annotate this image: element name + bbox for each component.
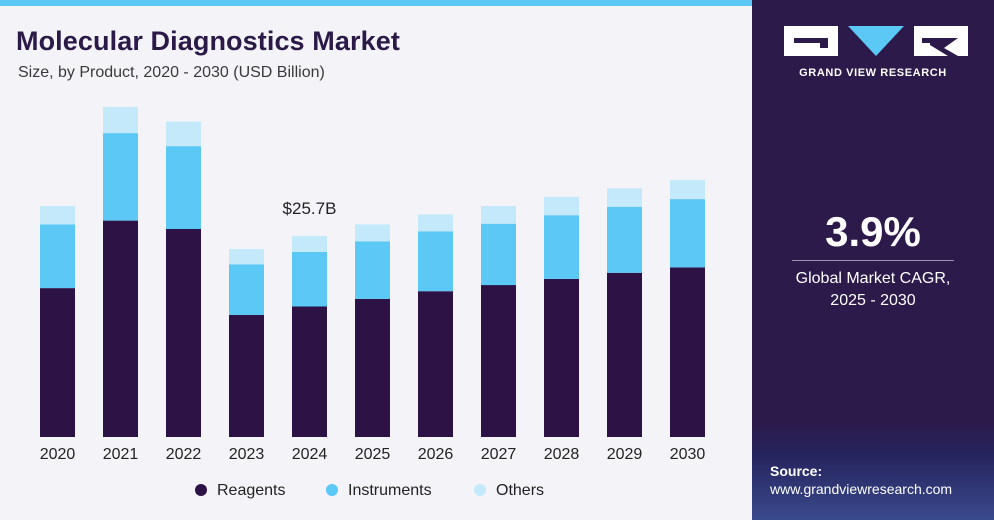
bar-reagents-2029 [607,272,642,437]
bar-reagents-2023 [229,315,264,437]
bar-others-2021 [103,107,138,134]
bar-instruments-2020 [40,224,75,289]
bar-instruments-2027 [481,223,516,286]
x-tick-label-2029: 2029 [607,446,643,463]
x-tick-label-2022: 2022 [166,446,202,463]
x-tick-label-2020: 2020 [40,446,76,463]
legend-label-others: Others [496,482,544,499]
bar-instruments-2021 [103,133,138,221]
x-tick-label-2026: 2026 [418,446,454,463]
bar-instruments-2029 [607,206,642,273]
x-tick-label-2021: 2021 [103,446,139,463]
bar-others-2022 [166,121,201,147]
bar-others-2025 [355,224,390,242]
bar-others-2028 [544,196,579,216]
x-tick-label-2030: 2030 [670,446,706,463]
stacked-bar-chart: 2020 2021 2022 2023 2024 $25.7B 2025 2026 2027 20… [40,107,706,499]
x-tick-label-2028: 2028 [544,446,580,463]
x-tick-label-2025: 2025 [355,446,391,463]
bar-reagents-2020 [40,288,75,437]
cagr-label-line-2: 2025 - 2030 [830,292,916,309]
brand-name: GRAND VIEW RESEARCH [799,67,947,79]
top-accent-bar [0,0,752,6]
bar-instruments-2026 [418,231,453,292]
bar-others-2024 [292,235,327,252]
x-tick-label-2027: 2027 [481,446,517,463]
source-label: Source: [770,463,823,479]
cagr-label-line-1: Global Market CAGR, [795,270,951,287]
value-annotation-2024: $25.7B [283,199,337,218]
sidebar: GRAND VIEW RESEARCH 3.9% Global Market C… [752,0,994,520]
bar-reagents-2022 [166,229,201,437]
cagr-label: Global Market CAGR, 2025 - 2030 [752,268,994,312]
bar-reagents-2024 [292,306,327,437]
bar-reagents-2026 [418,291,453,437]
bar-others-2029 [607,188,642,207]
bar-others-2030 [670,179,705,200]
bar-reagents-2025 [355,298,390,437]
bar-instruments-2022 [166,146,201,229]
source-url-link[interactable]: www.grandviewresearch.com [770,481,953,497]
source-block: Source: www.grandviewresearch.com [770,463,952,497]
legend-swatch-reagents [195,484,207,496]
grand-view-research-logo-icon [784,26,968,56]
bar-others-2023 [229,249,264,265]
bar-reagents-2030 [670,267,705,437]
cagr-divider [792,260,954,261]
chart-title: Molecular Diagnostics Market [16,26,400,56]
bar-reagents-2027 [481,285,516,437]
bar-instruments-2023 [229,264,264,315]
legend-label-instruments: Instruments [348,482,432,499]
decorative-wave-background [752,420,994,520]
cagr-value: 3.9% [825,208,921,255]
bar-instruments-2025 [355,241,390,299]
x-tick-label-2024: 2024 [292,446,328,463]
legend-label-reagents: Reagents [217,482,286,499]
bar-instruments-2024 [292,252,327,307]
bar-others-2026 [418,214,453,232]
x-tick-label-2023: 2023 [229,446,265,463]
bar-reagents-2028 [544,278,579,437]
bar-instruments-2030 [670,199,705,268]
legend-swatch-instruments [326,484,338,496]
legend-swatch-others [474,484,486,496]
bar-instruments-2028 [544,215,579,279]
chart-subtitle: Size, by Product, 2020 - 2030 (USD Billi… [18,64,325,81]
bar-others-2020 [40,206,75,225]
bar-reagents-2021 [103,220,138,437]
chart-panel: Molecular Diagnostics Market Size, by Pr… [0,0,752,520]
bar-others-2027 [481,206,516,224]
